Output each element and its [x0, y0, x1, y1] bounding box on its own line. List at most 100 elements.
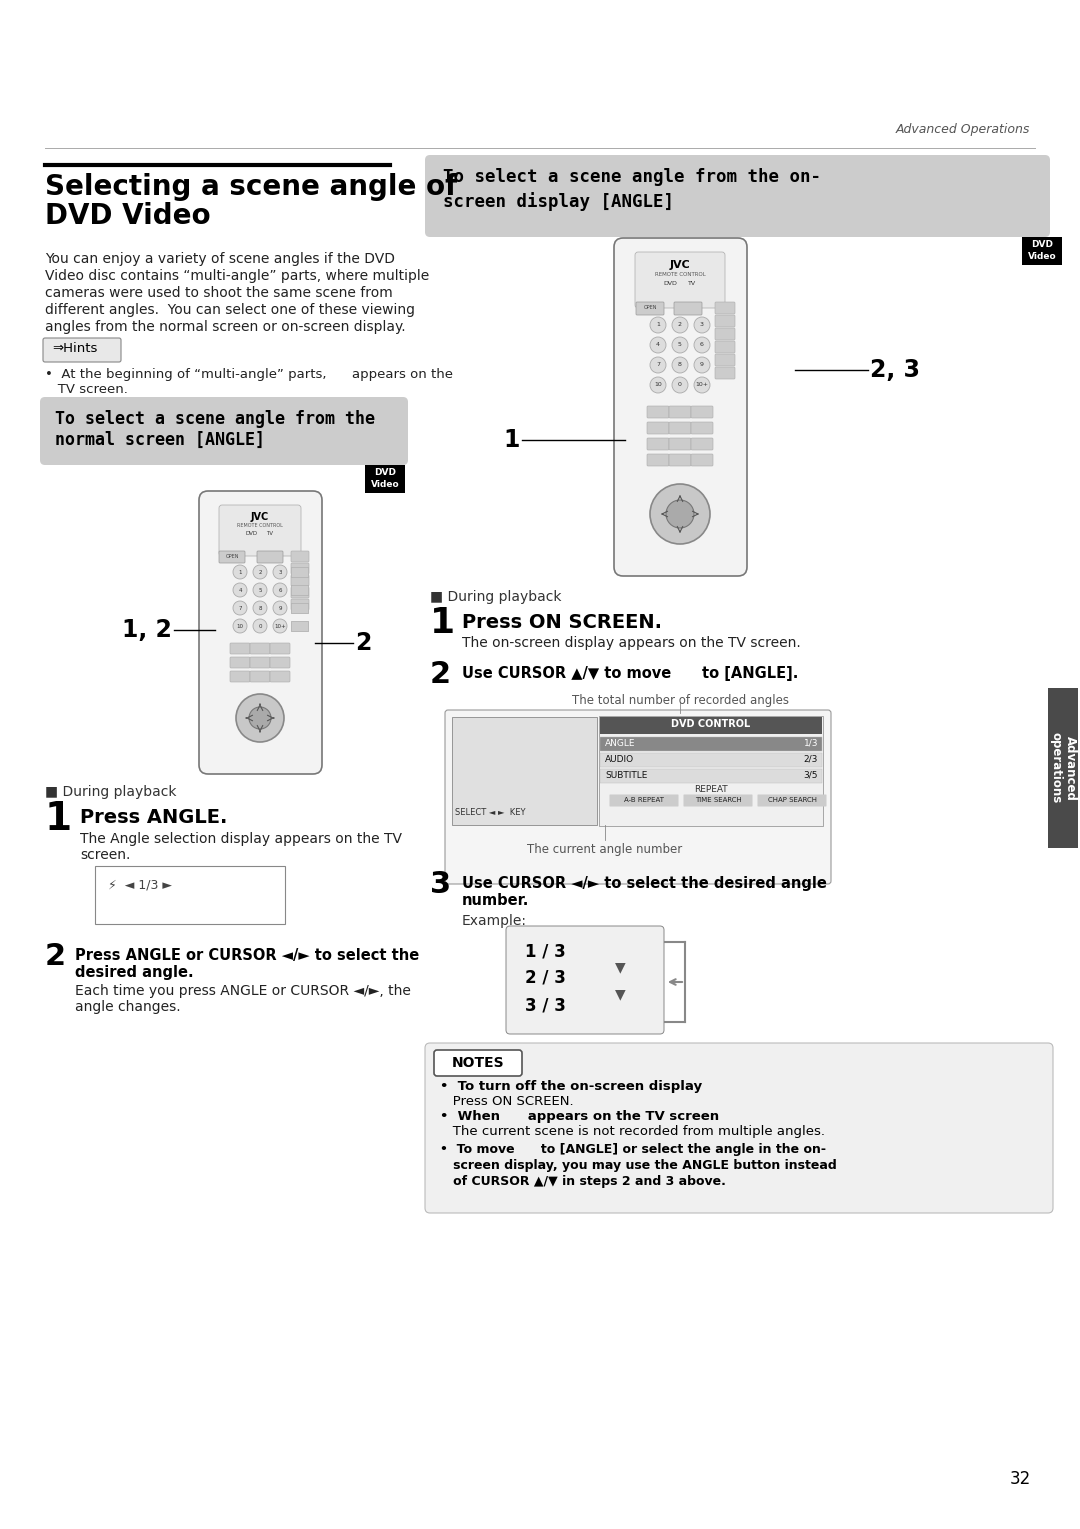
Circle shape	[233, 566, 247, 579]
Text: angle changes.: angle changes.	[75, 1000, 180, 1014]
Text: 4: 4	[239, 587, 242, 593]
Text: You can enjoy a variety of scene angles if the DVD: You can enjoy a variety of scene angles …	[45, 252, 395, 266]
Text: TIME SEARCH: TIME SEARCH	[694, 797, 741, 803]
FancyBboxPatch shape	[292, 621, 309, 631]
FancyBboxPatch shape	[669, 437, 691, 450]
FancyBboxPatch shape	[249, 671, 270, 682]
Text: 2, 3: 2, 3	[870, 358, 920, 382]
Text: JVC: JVC	[251, 512, 269, 521]
FancyBboxPatch shape	[647, 422, 669, 434]
FancyBboxPatch shape	[426, 154, 1050, 237]
FancyBboxPatch shape	[647, 407, 669, 417]
FancyBboxPatch shape	[292, 621, 309, 631]
Text: 6: 6	[700, 342, 704, 347]
Circle shape	[672, 378, 688, 393]
Bar	[600, 752, 822, 768]
Text: 10+: 10+	[696, 382, 708, 387]
Circle shape	[694, 336, 710, 353]
Circle shape	[694, 317, 710, 333]
Text: Video: Video	[1028, 252, 1056, 261]
FancyBboxPatch shape	[219, 505, 301, 557]
Text: To select a scene angle from the on-: To select a scene angle from the on-	[443, 168, 821, 187]
Text: normal screen [ANGLE]: normal screen [ANGLE]	[55, 431, 265, 450]
Bar	[1048, 688, 1078, 849]
Text: A-B REPEAT: A-B REPEAT	[624, 797, 664, 803]
Text: The Angle selection display appears on the TV: The Angle selection display appears on t…	[80, 832, 402, 846]
FancyBboxPatch shape	[292, 567, 309, 578]
Text: TV screen.: TV screen.	[45, 382, 127, 396]
FancyBboxPatch shape	[684, 795, 753, 806]
Circle shape	[650, 378, 666, 393]
Text: Each time you press ANGLE or CURSOR ◄/►, the: Each time you press ANGLE or CURSOR ◄/►,…	[75, 985, 410, 998]
FancyBboxPatch shape	[292, 586, 309, 595]
Text: number.: number.	[462, 893, 529, 908]
FancyBboxPatch shape	[292, 586, 309, 595]
FancyBboxPatch shape	[445, 709, 831, 884]
FancyBboxPatch shape	[669, 454, 691, 466]
Text: 6: 6	[279, 587, 282, 593]
FancyBboxPatch shape	[609, 795, 678, 806]
Circle shape	[237, 694, 284, 742]
Text: The total number of recorded angles: The total number of recorded angles	[571, 694, 788, 706]
Text: 5: 5	[678, 342, 681, 347]
FancyBboxPatch shape	[635, 252, 725, 307]
Text: DVD: DVD	[663, 281, 677, 286]
Text: The current angle number: The current angle number	[527, 842, 683, 856]
Text: ANGLE: ANGLE	[605, 739, 635, 748]
Text: JVC: JVC	[670, 260, 690, 271]
Circle shape	[650, 336, 666, 353]
Text: 4: 4	[656, 342, 660, 347]
FancyBboxPatch shape	[715, 303, 735, 313]
Text: •  To turn off the on-screen display: • To turn off the on-screen display	[440, 1079, 702, 1093]
Bar	[365, 465, 405, 492]
Text: 2: 2	[430, 661, 451, 690]
Text: 2: 2	[45, 942, 66, 971]
Circle shape	[253, 583, 267, 596]
FancyBboxPatch shape	[291, 575, 309, 586]
Text: screen.: screen.	[80, 849, 131, 862]
Text: DVD: DVD	[246, 531, 258, 537]
FancyBboxPatch shape	[270, 657, 291, 668]
Text: ▼: ▼	[615, 960, 625, 974]
Text: DVD CONTROL: DVD CONTROL	[672, 719, 751, 729]
FancyBboxPatch shape	[291, 563, 309, 573]
Text: SUBTITLE: SUBTITLE	[605, 771, 647, 780]
Bar	[1022, 237, 1062, 265]
Circle shape	[672, 356, 688, 373]
FancyBboxPatch shape	[40, 398, 408, 465]
Text: OPEN: OPEN	[644, 304, 657, 310]
Text: Video: Video	[370, 480, 400, 489]
Text: 3: 3	[279, 569, 282, 575]
Text: •  When      appears on the TV screen: • When appears on the TV screen	[440, 1110, 719, 1122]
FancyBboxPatch shape	[715, 355, 735, 365]
Text: Example:: Example:	[462, 914, 527, 928]
Text: 10: 10	[237, 624, 243, 628]
FancyBboxPatch shape	[43, 338, 121, 362]
FancyBboxPatch shape	[426, 1043, 1053, 1212]
FancyBboxPatch shape	[219, 550, 245, 563]
Text: 2/3: 2/3	[804, 755, 818, 764]
Text: REPEAT: REPEAT	[694, 784, 728, 794]
FancyBboxPatch shape	[647, 454, 669, 466]
Circle shape	[233, 583, 247, 596]
FancyBboxPatch shape	[757, 795, 826, 806]
Text: 3 / 3: 3 / 3	[525, 995, 566, 1014]
Text: 1: 1	[239, 569, 242, 575]
FancyBboxPatch shape	[691, 407, 713, 417]
Circle shape	[249, 706, 271, 729]
Text: 32: 32	[1010, 1469, 1030, 1488]
Text: screen display, you may use the ANGLE button instead: screen display, you may use the ANGLE bu…	[440, 1159, 837, 1173]
FancyBboxPatch shape	[230, 671, 249, 682]
FancyBboxPatch shape	[599, 716, 823, 826]
FancyBboxPatch shape	[715, 367, 735, 379]
Circle shape	[253, 619, 267, 633]
Text: The on-screen display appears on the TV screen.: The on-screen display appears on the TV …	[462, 636, 800, 650]
Text: Advanced
operations: Advanced operations	[1049, 732, 1077, 804]
Text: Advanced Operations: Advanced Operations	[895, 122, 1030, 136]
Text: 2: 2	[355, 631, 372, 654]
Text: 7: 7	[656, 362, 660, 367]
Text: ▼: ▼	[615, 988, 625, 1001]
Circle shape	[650, 485, 710, 544]
Text: 8: 8	[678, 362, 681, 367]
Text: of CURSOR ▲/▼ in steps 2 and 3 above.: of CURSOR ▲/▼ in steps 2 and 3 above.	[440, 1174, 726, 1188]
